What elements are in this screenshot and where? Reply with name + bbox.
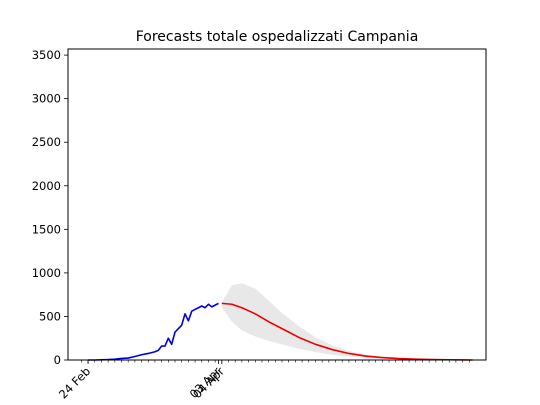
y-tick-label: 2500 <box>32 135 61 149</box>
y-tick-label: 1000 <box>32 266 61 280</box>
y-tick-label: 2000 <box>32 179 61 193</box>
y-tick-label: 0 <box>54 353 61 367</box>
y-tick-label: 1500 <box>32 222 61 236</box>
plot-area <box>88 283 473 361</box>
y-tick-label: 3500 <box>32 48 61 62</box>
y-tick-label: 3000 <box>32 92 61 106</box>
chart-title: Forecasts totale ospedalizzati Campania <box>136 29 419 45</box>
plot-frame <box>67 48 487 361</box>
x-tick-label: 24 Feb <box>56 364 93 401</box>
y-tick-label: 500 <box>39 309 61 323</box>
forecast-confidence-band <box>221 283 473 360</box>
y-axis: 0 500 1000 1500 2000 2500 3000 3500 <box>32 48 68 367</box>
observed-series-line <box>88 302 219 361</box>
